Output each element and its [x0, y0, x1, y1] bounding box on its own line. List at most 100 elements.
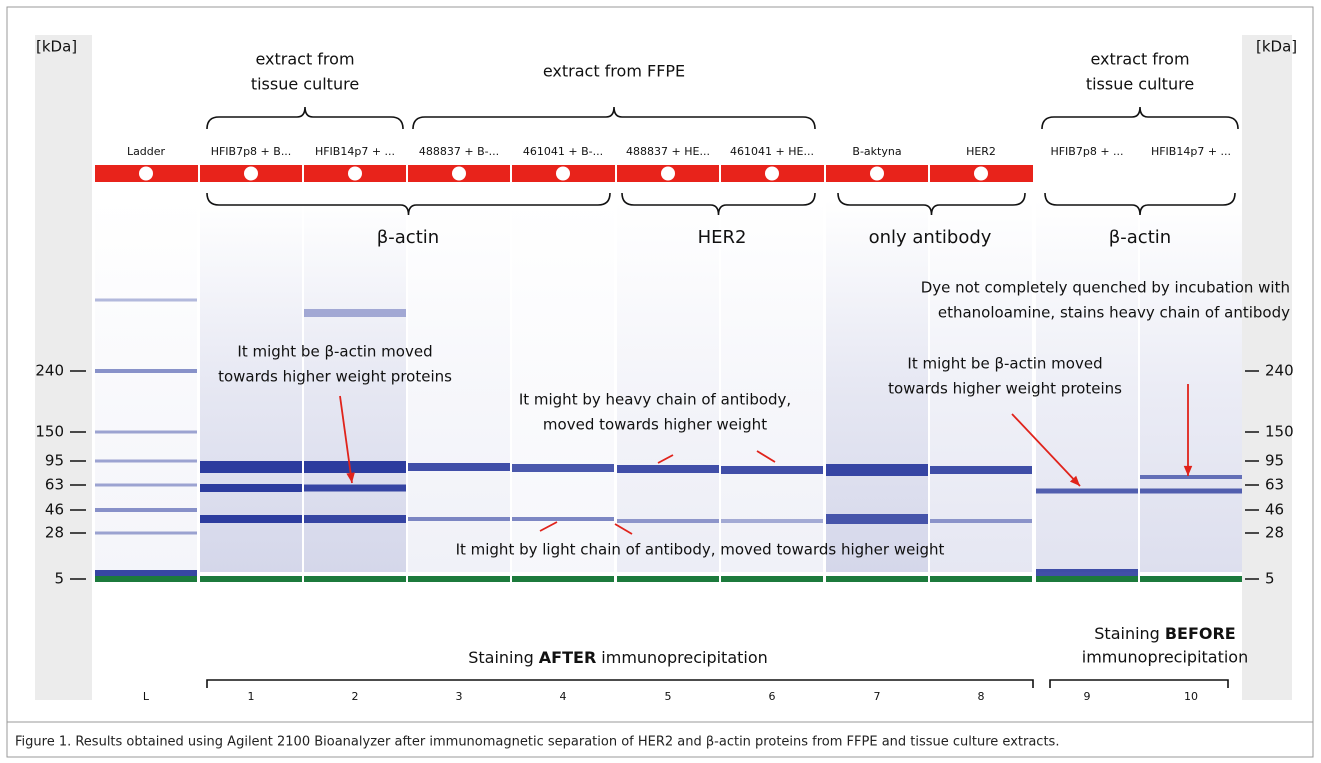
lane-label: HFIB14p7 + ... [1151, 145, 1231, 158]
tick-label: 150 [1265, 423, 1294, 441]
well [139, 166, 153, 181]
lane-label: HFIB7p8 + B... [211, 145, 292, 158]
band [95, 298, 197, 302]
marker-band [721, 576, 823, 582]
lane-number: 4 [560, 690, 567, 703]
annotation: It might be β-actin moved [907, 355, 1102, 373]
lane-number: 8 [978, 690, 985, 703]
band [1036, 569, 1138, 577]
band [408, 463, 510, 471]
bracket [206, 679, 1034, 688]
lane-label: HER2 [966, 145, 996, 158]
tick-label: 28 [1265, 524, 1284, 542]
well [870, 166, 884, 181]
annotation-arrow [756, 450, 776, 463]
band [930, 519, 1032, 523]
band [95, 459, 197, 463]
band [95, 508, 197, 512]
band [95, 483, 197, 487]
tick-label: 5 [54, 570, 64, 588]
annotation-arrow [1011, 413, 1081, 487]
band [95, 369, 197, 373]
band [200, 484, 302, 492]
group-label: β-actin [1109, 227, 1171, 248]
lane-number: 3 [456, 690, 463, 703]
marker-band [930, 576, 1032, 582]
annotation-arrow [614, 523, 633, 535]
annotation: ethanoloamine, stains heavy chain of ant… [938, 304, 1290, 322]
band [408, 517, 510, 521]
lane-smear [617, 200, 719, 572]
marker-band [408, 576, 510, 582]
lane-number: 1 [248, 690, 255, 703]
well [556, 166, 570, 181]
band [1036, 488, 1138, 494]
staining-bold: BEFORE [1165, 624, 1236, 643]
lane-smear [304, 200, 406, 572]
annotation: towards higher weight proteins [218, 368, 452, 386]
axis-strip [1242, 35, 1292, 700]
group-label: only antibody [869, 227, 992, 248]
staining-label: Staining BEFORE [1094, 624, 1235, 643]
tick-label: 150 [35, 423, 64, 441]
staining-prefix: Staining [1094, 624, 1160, 643]
lane-smear [512, 200, 614, 572]
caption: Figure 1. Results obtained using Agilent… [15, 735, 1059, 750]
marker-band [1140, 576, 1242, 582]
staining-bold: AFTER [539, 648, 596, 667]
tick-label: 5 [1265, 570, 1275, 588]
axis-unit: [kDa] [36, 38, 77, 56]
band [617, 519, 719, 523]
band [95, 570, 197, 576]
lane-label: HFIB7p8 + ... [1050, 145, 1123, 158]
band [304, 515, 406, 523]
band [512, 517, 614, 521]
lane-label: 488837 + HE... [626, 145, 710, 158]
lane-label: B-aktyna [852, 145, 901, 158]
band [304, 484, 406, 492]
annotation-arrow [657, 454, 674, 464]
lane-label: Ladder [127, 145, 166, 158]
marker-band [512, 576, 614, 582]
brace [206, 106, 404, 130]
arrow-head [346, 472, 355, 483]
well [765, 166, 779, 181]
arrow-head [1069, 475, 1080, 486]
annotation-arrow [339, 395, 353, 484]
marker-band [617, 576, 719, 582]
annotation: It might by heavy chain of antibody, [519, 391, 791, 409]
band [304, 309, 406, 317]
band [95, 531, 197, 535]
staining-suffix: immunoprecipitation [601, 648, 767, 667]
marker-band [200, 576, 302, 582]
group-label: β-actin [377, 227, 439, 248]
well [452, 166, 466, 181]
axis-strip [35, 35, 92, 700]
lane-smear [721, 200, 823, 572]
group-label: extract from [1090, 50, 1189, 69]
lane-label: 461041 + B-... [523, 145, 603, 158]
band [200, 461, 302, 473]
lane-number: 9 [1084, 690, 1091, 703]
marker-band [1036, 576, 1138, 582]
brace [1044, 192, 1236, 216]
well [348, 166, 362, 181]
marker-band [95, 576, 197, 582]
band [721, 519, 823, 523]
group-label: extract from FFPE [543, 62, 685, 81]
lane-number: 6 [769, 690, 776, 703]
marker-band [304, 576, 406, 582]
tick-label: 63 [1265, 476, 1284, 494]
lane-smear [95, 200, 197, 572]
lane-number: 7 [874, 690, 881, 703]
band [617, 465, 719, 473]
lane-number: 2 [352, 690, 359, 703]
band [1140, 475, 1242, 479]
well [661, 166, 675, 181]
well [244, 166, 258, 181]
lane-number: 10 [1184, 690, 1198, 703]
tick-label: 95 [45, 452, 64, 470]
lane-number: 5 [665, 690, 672, 703]
